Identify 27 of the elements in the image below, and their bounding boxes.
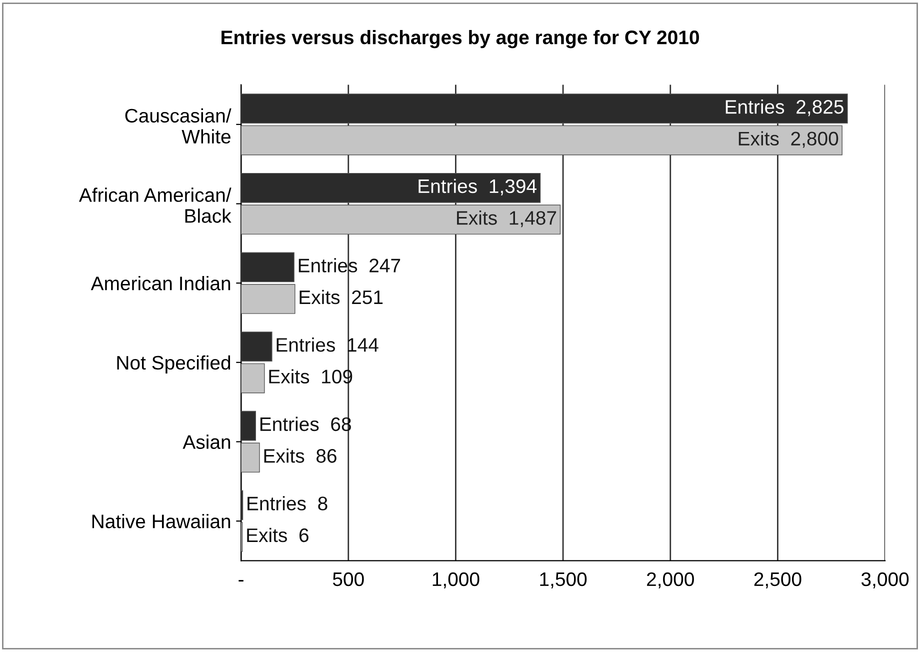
y-tick-label: Native Hawaiian xyxy=(92,514,230,528)
text: Exits 86 xyxy=(264,448,336,463)
chart-title: Entries versus discharges by age range for CY 2010 xyxy=(222,30,699,48)
text: Entries 1,394 xyxy=(418,178,537,196)
x-tick-label: 2,000 xyxy=(647,572,694,588)
text: Exits 251 xyxy=(300,290,383,304)
text: Exits 6 xyxy=(247,528,308,542)
bar xyxy=(241,284,296,314)
y-tick-label: African American/ Black xyxy=(78,188,232,223)
x-tick-label: 3,000 xyxy=(861,572,909,588)
x-tick-label: 500 xyxy=(332,572,364,586)
bar xyxy=(241,252,294,282)
x-tick-label: 1,500 xyxy=(540,572,587,588)
bar xyxy=(241,125,842,156)
y-tick-label: Not Specified xyxy=(117,355,230,374)
text: Entries 8 xyxy=(248,496,328,510)
text: Entries 2,825 xyxy=(726,99,844,116)
y-tick-label: Asian xyxy=(182,434,230,449)
y-tick-label: American Indian xyxy=(90,276,230,290)
x-tick-label: - xyxy=(238,580,244,582)
x-tick-label: 2,500 xyxy=(754,572,802,588)
bar xyxy=(241,332,272,362)
bar xyxy=(241,363,265,394)
text: Exits 2,800 xyxy=(738,131,838,148)
x-tick-label: 1,000 xyxy=(432,572,480,588)
text: Exits 1,487 xyxy=(457,210,556,228)
y-tick-label: Causcasian/ White xyxy=(125,108,232,144)
